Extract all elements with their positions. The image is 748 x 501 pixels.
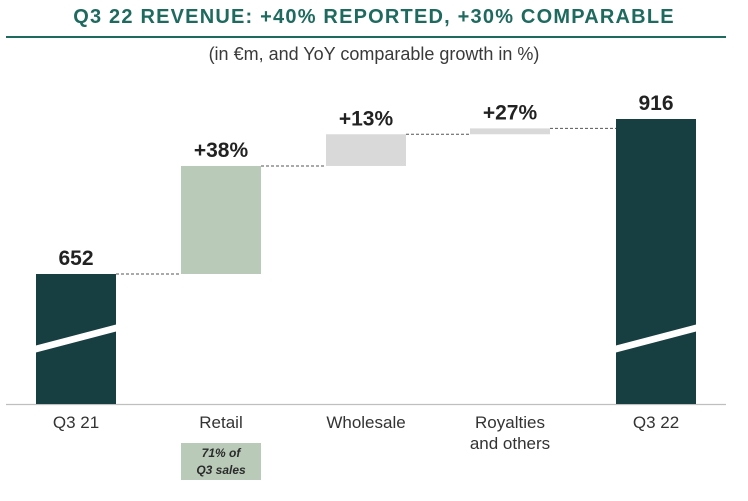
title-divider bbox=[6, 36, 726, 38]
category-label: Q3 22 bbox=[633, 413, 679, 432]
category-label: Royalties bbox=[475, 413, 545, 432]
bar-royalties-and-others bbox=[470, 128, 550, 135]
data-label-royalties-and-others: +27% bbox=[483, 101, 538, 124]
retail-share-note: 71% of Q3 sales bbox=[181, 443, 261, 480]
data-label-retail: +38% bbox=[194, 139, 249, 162]
bar-wholesale bbox=[326, 134, 406, 166]
chart-title: Q3 22 REVENUE: +40% REPORTED, +30% COMPA… bbox=[73, 6, 675, 28]
chart-subtitle: (in €m, and YoY comparable growth in %) bbox=[208, 44, 540, 64]
data-label-wholesale: +13% bbox=[339, 107, 394, 130]
category-label: Retail bbox=[199, 413, 242, 432]
data-label-q3-22: 916 bbox=[638, 92, 673, 115]
axis-break-mark bbox=[614, 324, 698, 353]
category-label: Q3 21 bbox=[53, 413, 99, 432]
bar-retail bbox=[181, 165, 261, 274]
axis-break-mark bbox=[34, 324, 118, 353]
category-label: Wholesale bbox=[326, 413, 405, 432]
category-label: and others bbox=[470, 434, 550, 453]
data-label-q3-21: 652 bbox=[58, 247, 93, 270]
bar-q3-22 bbox=[616, 119, 696, 404]
